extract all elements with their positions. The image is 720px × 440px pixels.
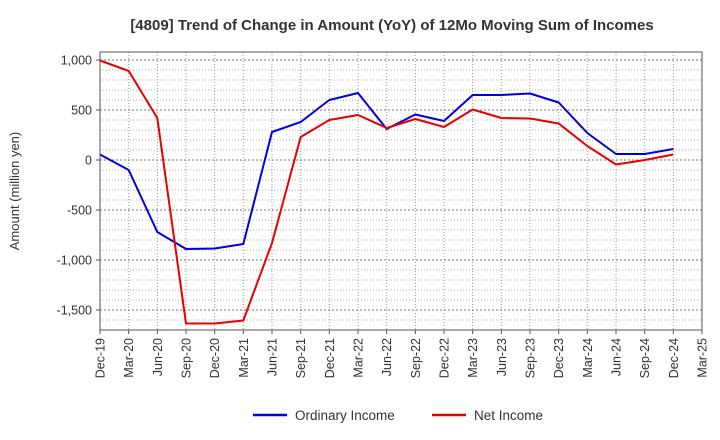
x-tick-label: Sep-23 xyxy=(524,338,538,378)
x-tick-label: Jun-20 xyxy=(151,338,165,376)
x-tick-label: Dec-20 xyxy=(208,338,222,378)
y-tick-label: 1,000 xyxy=(61,54,92,68)
legend-label: Net Income xyxy=(474,408,543,423)
x-tick-label: Dec-21 xyxy=(323,338,337,378)
x-tick-label: Dec-23 xyxy=(552,338,566,378)
x-tick-label: Dec-22 xyxy=(438,338,452,378)
x-tick-label: Dec-19 xyxy=(94,338,108,378)
x-tick-label: Jun-21 xyxy=(266,338,280,376)
legend: Ordinary Income Net Income xyxy=(253,408,543,423)
series-line-ordinary-income xyxy=(99,92,674,250)
chart-title: [4809] Trend of Change in Amount (YoY) o… xyxy=(130,17,653,34)
x-axis-ticks: Dec-19 Mar-20 Jun-20 Sep-20 Dec-20 Mar-21 Jun-… xyxy=(94,330,710,378)
y-tick-label: 500 xyxy=(71,104,92,118)
x-tick-label: Mar-24 xyxy=(581,338,595,378)
x-tick-label: Sep-20 xyxy=(180,338,194,378)
x-tick-label: Mar-25 xyxy=(696,338,710,378)
y-tick-label: 0 xyxy=(85,154,92,168)
plot-area-frame xyxy=(99,51,703,331)
y-tick-label: -1,500 xyxy=(57,304,92,318)
x-tick-label: Mar-23 xyxy=(466,338,480,378)
x-tick-label: Sep-22 xyxy=(409,338,423,378)
x-tick-label: Sep-21 xyxy=(294,338,308,378)
x-tick-label: Jun-23 xyxy=(495,338,509,376)
y-tick-label: -1,000 xyxy=(57,254,92,268)
x-tick-label: Dec-24 xyxy=(667,338,681,378)
x-tick-label: Mar-20 xyxy=(122,338,136,378)
series-line-net-income xyxy=(99,59,674,325)
legend-label: Ordinary Income xyxy=(295,408,395,423)
series-lines xyxy=(99,59,674,325)
y-tick-label: -500 xyxy=(67,204,92,218)
grid xyxy=(100,52,702,330)
x-tick-label: Mar-22 xyxy=(352,338,366,378)
x-tick-label: Jun-22 xyxy=(380,338,394,376)
y-axis-title: Amount (million yen) xyxy=(7,132,22,251)
y-axis-ticks: 1,000 500 0 -500 -1,000 -1,500 xyxy=(57,54,100,318)
x-tick-label: Jun-24 xyxy=(610,338,624,376)
x-tick-label: Sep-24 xyxy=(638,338,652,378)
x-tick-label: Mar-21 xyxy=(237,338,251,378)
